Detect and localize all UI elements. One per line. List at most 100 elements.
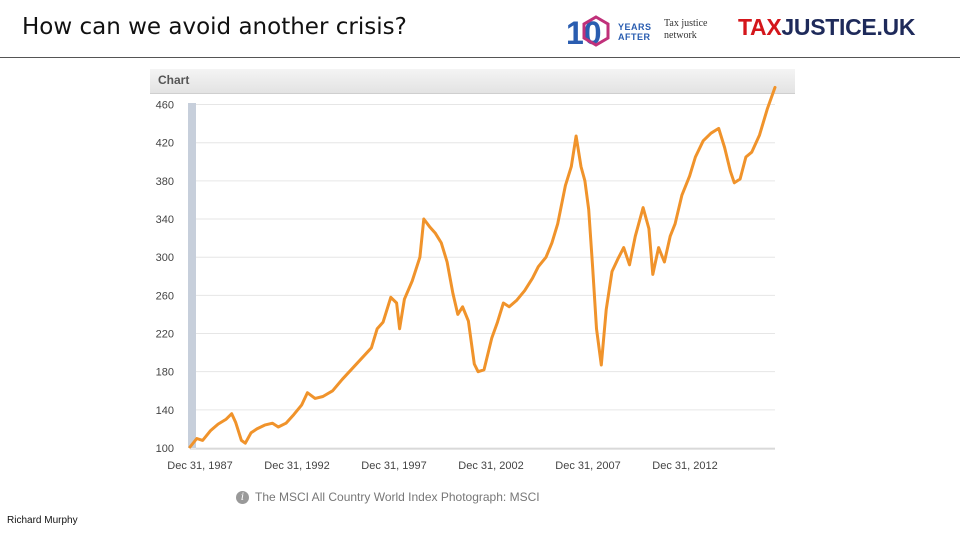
data-point: [477, 370, 479, 373]
data-point: [322, 395, 324, 398]
data-point: [733, 182, 736, 184]
data-point: [758, 134, 761, 136]
data-point: [723, 146, 726, 149]
data-point: [189, 446, 191, 448]
chart-panel-header: Chart: [150, 69, 795, 94]
data-point: [403, 298, 406, 300]
data-point: [516, 299, 518, 301]
data-point: [360, 357, 363, 360]
y-tick-label: 380: [156, 176, 174, 188]
data-point: [657, 246, 660, 249]
tjuk-part2: JUSTICE: [781, 14, 877, 40]
data-point: [605, 308, 607, 311]
data-point: [531, 277, 534, 279]
y-tick-label: 340: [156, 214, 174, 226]
data-point: [341, 378, 344, 381]
data-point: [580, 165, 582, 168]
y-tick-label: 180: [156, 367, 174, 379]
x-tick-label: Dec 31, 2012: [652, 460, 717, 472]
data-point: [428, 225, 431, 228]
tjn-line1: Tax justice: [664, 18, 708, 29]
data-point: [473, 363, 476, 365]
data-point: [285, 422, 287, 425]
x-tick-label: Dec 31, 2002: [458, 460, 523, 472]
data-point: [556, 223, 559, 225]
data-point: [201, 439, 204, 442]
data-point: [694, 156, 697, 158]
data-point: [419, 256, 421, 258]
data-point: [674, 223, 676, 225]
y-tick-label: 420: [156, 138, 174, 150]
data-point: [398, 327, 401, 330]
data-point: [370, 347, 373, 349]
data-point: [256, 428, 258, 430]
data-point: [293, 413, 295, 416]
data-point: [508, 306, 511, 308]
data-point: [461, 306, 464, 308]
data-point: [263, 424, 266, 426]
chart-panel: Chart 100 140 180 220 260 300 340 380 420 460 Dec …: [150, 69, 795, 516]
data-point: [244, 442, 247, 445]
y-axis-band: [188, 103, 196, 448]
data-point: [271, 422, 274, 425]
data-point: [688, 175, 691, 177]
logo-taxjustice-uk: TAXJUSTICE.UK: [738, 14, 915, 41]
data-point: [440, 242, 443, 244]
data-point: [483, 369, 485, 371]
data-point: [537, 265, 540, 268]
data-point: [545, 256, 547, 258]
data-point: [575, 135, 577, 137]
y-tick-label: 300: [156, 252, 174, 264]
data-point: [234, 421, 237, 424]
y-tick-label: 100: [156, 443, 174, 455]
data-point: [591, 265, 594, 268]
data-point: [300, 404, 303, 406]
data-point: [710, 132, 712, 134]
tjuk-part1: TAX: [738, 14, 782, 40]
header-divider: [0, 57, 960, 58]
logo-tax-justice-network: Tax justice network: [664, 18, 718, 44]
data-point: [390, 296, 392, 299]
y-tick-label: 140: [156, 405, 174, 417]
data-point: [446, 261, 448, 263]
data-point: [306, 391, 309, 394]
data-point: [681, 194, 683, 196]
data-point: [622, 246, 625, 249]
author-name: Richard Murphy: [7, 515, 78, 526]
data-point: [750, 151, 753, 153]
data-point: [774, 86, 776, 89]
y-tick-label: 220: [156, 329, 174, 341]
y-tick-label: 260: [156, 290, 174, 302]
data-point: [331, 390, 334, 392]
plot-area: [190, 95, 775, 448]
data-point: [663, 261, 666, 263]
data-point: [564, 184, 567, 187]
data-point: [570, 165, 573, 168]
data-point: [642, 206, 644, 209]
ten-years-line1: YEARS: [618, 22, 652, 32]
data-point: [457, 313, 459, 316]
info-icon: i: [236, 491, 249, 504]
data-point: [467, 320, 470, 322]
data-point: [395, 302, 398, 304]
y-tick-label: 460: [156, 100, 174, 112]
x-tick-label: Dec 31, 1997: [361, 460, 426, 472]
data-point: [240, 439, 243, 442]
data-point: [648, 227, 650, 230]
data-point: [717, 127, 720, 130]
data-point: [595, 327, 598, 330]
slide-title: How can we avoid another crisis?: [22, 14, 407, 40]
ten-years-logo-icon: 10: [566, 15, 610, 48]
data-point: [423, 218, 425, 220]
data-point: [250, 431, 252, 434]
data-point: [617, 258, 619, 260]
data-point: [376, 327, 378, 330]
data-point: [217, 423, 219, 425]
data-point: [669, 235, 671, 237]
data-point: [452, 292, 454, 295]
tjuk-part3: .UK: [876, 14, 916, 40]
chart-panel-title: Chart: [158, 73, 190, 87]
line-chart: 100 140 180 220 260 300 340 380 420 460 Dec 31, 19…: [156, 85, 777, 472]
tjn-line2: network: [664, 30, 697, 41]
data-point: [351, 368, 353, 370]
